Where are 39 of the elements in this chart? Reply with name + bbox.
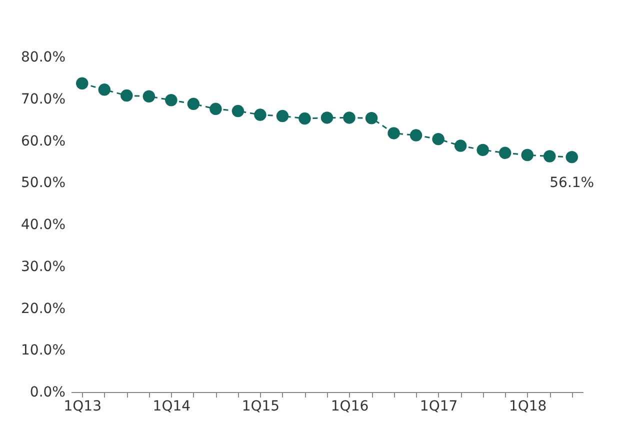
x-tick-label: 1Q13	[64, 398, 102, 414]
point	[388, 127, 400, 140]
point	[254, 108, 266, 121]
point	[543, 150, 556, 162]
point	[187, 98, 200, 110]
point	[454, 140, 467, 152]
x-tick-label: 1Q15	[242, 398, 280, 414]
point	[432, 132, 444, 146]
y-tick-label: 60.0%	[21, 133, 66, 150]
point	[98, 84, 111, 96]
point	[232, 104, 244, 118]
point	[276, 110, 289, 122]
data-label: 56.1%	[550, 175, 594, 192]
y-tick-label: 10.0%	[21, 342, 66, 359]
point	[476, 144, 489, 156]
y-tick-label: 40.0%	[21, 217, 66, 233]
x-tick-label: 1Q14	[152, 398, 191, 414]
x-tick-label: 1Q17	[420, 398, 458, 414]
point	[165, 94, 178, 106]
point	[521, 148, 534, 162]
point	[365, 112, 378, 124]
point	[566, 150, 578, 164]
point	[298, 112, 311, 125]
y-tick-label: 30.0%	[21, 258, 66, 275]
y-tick-label: 0.0%	[30, 384, 66, 400]
point	[410, 129, 422, 142]
point	[343, 112, 356, 124]
y-tick-label: 20.0%	[21, 300, 66, 317]
x-tick-label: 1Q16	[330, 398, 369, 414]
point	[210, 102, 222, 116]
point	[498, 146, 512, 160]
y-tick-label: 70.0%	[21, 91, 66, 108]
point	[120, 89, 133, 102]
y-tick-label: 50.0%	[21, 175, 66, 192]
x-tick-label: 1Q18	[508, 398, 547, 414]
point	[76, 77, 88, 90]
point	[320, 112, 334, 124]
y-tick-label: 80.0%	[21, 50, 66, 66]
point	[142, 90, 156, 102]
